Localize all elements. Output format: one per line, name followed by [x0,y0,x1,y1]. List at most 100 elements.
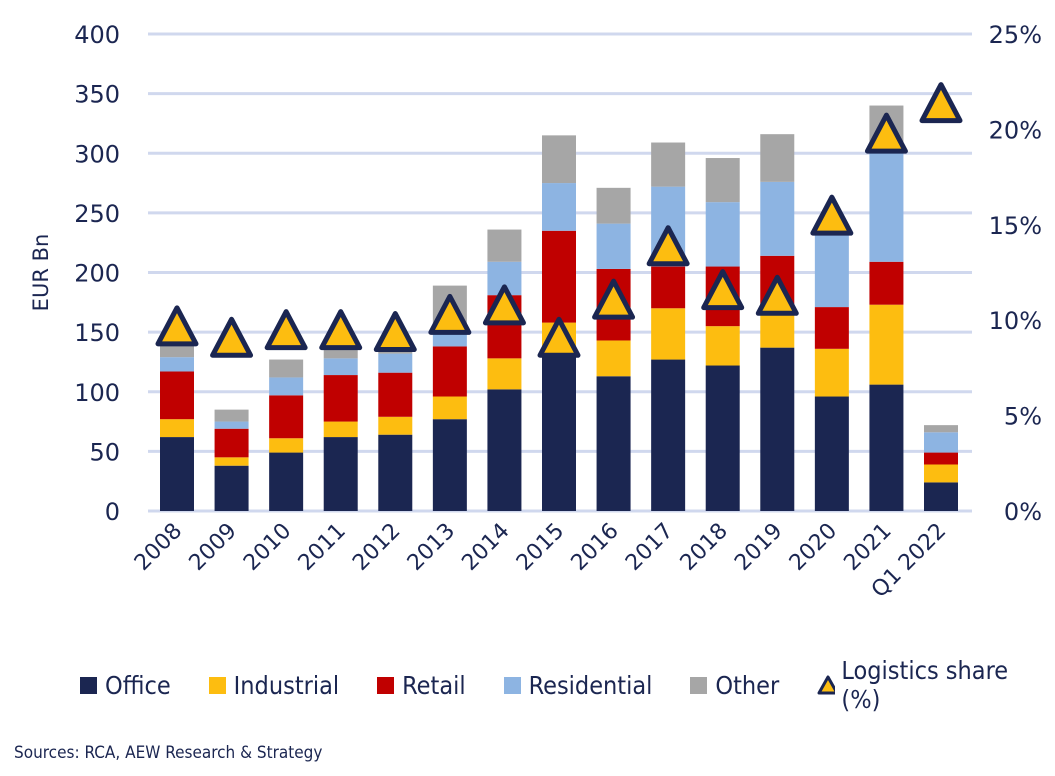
y2-tick-label: 10% [989,307,1042,335]
bar-office [542,355,576,511]
bar-retail [814,307,849,349]
bar-residential [542,183,576,231]
bar-residential [323,358,358,376]
legend-label: Retail [402,670,466,700]
x-tick-label: 2016 [567,519,624,576]
y-tick-label: 300 [74,140,120,168]
bar-industrial [651,308,686,360]
x-tick-label: 2008 [130,519,187,576]
y2-tick-label: 25% [989,21,1042,49]
legend-label: Other [715,670,780,700]
bar-residential [269,377,304,396]
bar-other [269,359,304,378]
y2-tick-label: 0% [1004,498,1042,526]
bar-retail [269,395,304,439]
bar-retail [651,266,686,309]
legend-logistics: Logistics share (%) [817,656,1017,714]
legend-swatch [503,676,521,694]
bar-office [596,376,631,511]
logistics-share-marker [319,309,363,351]
logistics-share-marker [810,194,854,236]
bar-retail [378,372,413,417]
legend-swatch [690,676,708,694]
bar-industrial [432,396,467,420]
bar-office [269,452,304,511]
bar-other [214,409,249,422]
bar-office [432,419,467,511]
bar-other [760,134,795,182]
bar-office [160,437,194,511]
legend-label: Logistics share (%) [841,656,1009,714]
logistics-share-marker [919,82,963,124]
logistics-share-marker [155,305,199,347]
bar-office [214,465,249,511]
bar-office [869,384,904,511]
bar-other [705,158,740,203]
logistics-share-marker [264,309,308,351]
legend-office: Office [80,671,171,700]
x-tick-label: 2010 [239,519,296,576]
bar-industrial [214,457,249,466]
bar-residential [378,353,413,373]
y-axis-label: EUR Bn [29,234,53,312]
legend-industrial: Industrial [208,670,340,700]
bar-retail [323,375,358,422]
legend-swatch [377,676,395,694]
bar-office [323,437,358,511]
bar-other [160,345,194,358]
x-tick-label: 2011 [294,519,351,576]
bar-other [924,425,958,433]
logistics-share-marker [755,274,799,316]
legend-swatch [80,676,97,694]
bar-other [542,135,576,184]
logistics-share-marker [701,269,745,311]
bar-residential [160,357,194,372]
y2-tick-label: 20% [989,116,1042,144]
x-tick-label: 2020 [785,519,842,576]
bar-industrial [760,314,795,348]
y-tick-label: 350 [74,81,120,109]
logistics-share-marker [210,316,254,358]
bar-industrial [869,304,904,385]
bar-residential [924,432,958,453]
logistics-share-marker [373,311,417,353]
logistics-share-marker [864,112,908,154]
legend-label: Industrial [233,670,340,700]
bar-residential [705,202,740,267]
bar-retail [869,261,904,305]
bar-retail [924,452,958,465]
y-tick-label: 100 [74,379,120,407]
y2-tick-label: 5% [1004,403,1042,431]
bar-industrial [487,358,522,390]
source-note: Sources: RCA, AEW Research & Strategy [14,743,323,763]
bar-industrial [924,464,958,483]
bar-other [651,142,686,187]
bar-residential [814,235,849,308]
y-tick-label: 150 [74,319,120,347]
legend-label: Residential [528,670,653,700]
bar-office [814,396,849,511]
bar-residential [596,223,631,269]
bar-retail [160,371,194,420]
x-tick-label: 2019 [730,519,787,576]
bar-other [487,229,522,262]
bar-office [760,347,795,511]
legend-other: Other [690,671,779,700]
legend-label: Office [105,670,171,700]
bar-retail [542,230,576,323]
legend-residential: Residential [503,670,653,700]
legend-retail: Retail [377,670,466,700]
bar-residential [760,181,795,256]
logistics-share-marker [428,293,472,335]
bar-retail [432,346,467,397]
x-tick-label: 2015 [512,519,569,576]
bar-office [378,434,413,511]
legend-swatch [208,676,226,694]
x-tick-label: 2013 [403,519,460,576]
bar-other [323,350,358,359]
y2-tick-label: 15% [989,212,1042,240]
bar-office [924,482,958,511]
bar-industrial [378,416,413,435]
x-tick-label: 2012 [348,519,405,576]
